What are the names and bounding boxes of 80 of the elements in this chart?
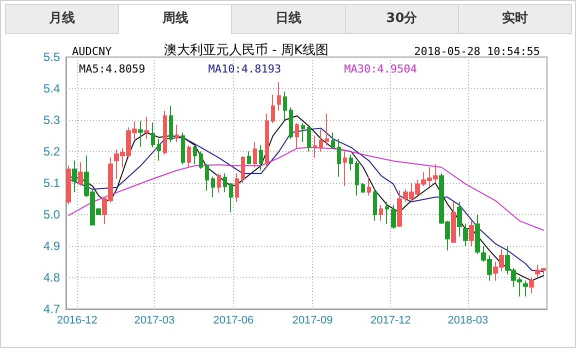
candlestick: [343, 151, 347, 187]
candlestick: [367, 176, 371, 196]
candlestick: [289, 106, 293, 140]
candlestick: [259, 144, 263, 171]
candlestick: [223, 173, 227, 193]
candlestick: [349, 154, 353, 171]
candlestick: [337, 138, 341, 178]
y-tick-label: 5.4: [43, 82, 60, 96]
candlestick: [169, 105, 173, 143]
candlestick: [301, 122, 305, 143]
candlestick: [66, 165, 71, 205]
candlestick: [331, 132, 335, 149]
candlestick: [469, 220, 474, 246]
candlestick: [313, 135, 317, 158]
x-tick-label: 2016-12: [56, 314, 98, 326]
candlestick: [187, 144, 191, 168]
candlestick: [355, 160, 359, 196]
candlestick: [319, 128, 323, 152]
candlestick: [217, 173, 221, 193]
candlestick: [253, 142, 257, 168]
x-tick-label: 2017-12: [370, 314, 411, 326]
text: 周线: [118, 4, 232, 34]
candlestick: [271, 94, 275, 124]
x-tick-label: 2017-09: [292, 314, 333, 326]
candlestick: [391, 204, 396, 230]
candlestick: [529, 277, 534, 294]
candlestick: [205, 164, 209, 192]
text: MA30:4.9504: [344, 62, 418, 76]
text: 30分: [344, 4, 459, 34]
candlestick: [235, 173, 239, 202]
text: MA10:4.8193: [208, 62, 282, 76]
candlestick: [181, 132, 185, 165]
y-tick-label: 5.0: [43, 208, 60, 222]
chart-title: 澳大利亚元人民币 - 周K线图: [164, 43, 328, 58]
y-tick-label: 5.2: [43, 144, 60, 158]
y-tick-label: 4.7: [43, 302, 60, 316]
candlestick: [144, 116, 149, 140]
y-tick-label: 4.9: [43, 239, 60, 253]
candlestick: [295, 122, 299, 149]
chart-subtitle: AUDCNY: [72, 45, 112, 58]
text: 月线: [5, 4, 120, 34]
candlestick: [283, 91, 287, 120]
candlestick: [379, 204, 383, 222]
text: MA5:4.8059: [79, 62, 146, 76]
text: 日线: [231, 4, 346, 34]
line-series: [68, 146, 544, 231]
candlestick: [373, 188, 377, 222]
x-tick-label: 2017-06: [213, 314, 254, 326]
y-tick-label: 4.8: [43, 270, 60, 284]
candlestick: [157, 138, 161, 162]
candlestick: [211, 176, 215, 198]
candlestick: [265, 113, 269, 168]
candlestick: [523, 280, 528, 297]
annotation: 2018-05-28 10:54:55: [414, 45, 540, 58]
candlestick: [307, 126, 311, 152]
candlestick: [361, 182, 365, 193]
candlestick: [457, 201, 462, 238]
y-tick-label: 5.1: [43, 176, 60, 190]
candlestick: [229, 182, 233, 213]
candlestick: [78, 162, 83, 186]
text: 实时: [458, 4, 572, 34]
candlestick: [199, 151, 203, 170]
candlestick: [193, 145, 197, 165]
x-tick-label: 2017-03: [134, 314, 175, 326]
y-tick-label: 5.5: [43, 50, 60, 64]
candlestick: [451, 201, 456, 244]
candlestick: [163, 110, 167, 156]
candlestick: [325, 113, 329, 146]
y-tick-label: 5.3: [43, 113, 60, 127]
x-tick-label: 2018-03: [448, 314, 488, 326]
candlestick: [475, 214, 480, 254]
candlestick: [72, 160, 77, 193]
candlestick: [277, 82, 281, 112]
candlestick: [138, 120, 143, 148]
candlestick: [385, 201, 389, 224]
candlestick: [241, 156, 245, 184]
candlestick: [463, 223, 468, 246]
candlestick: [175, 124, 179, 143]
candlestick: [247, 151, 251, 165]
candlestick: [151, 122, 155, 148]
